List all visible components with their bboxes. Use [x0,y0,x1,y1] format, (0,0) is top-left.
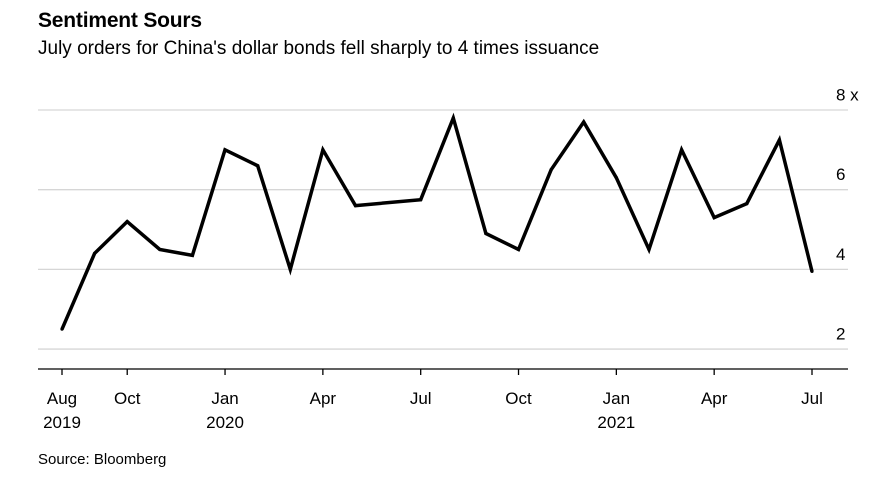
x-tick-label-2019-10: Oct [114,389,141,408]
data-point-2019-12 [190,253,195,258]
x-tick-label-2021-04: Apr [701,389,728,408]
x-tick-year-2021-01: 2021 [597,413,635,432]
series-line-orders [60,112,814,330]
data-point-2021-03 [679,148,684,152]
data-point-2019-09 [93,251,97,256]
data-point-2021-06 [777,138,781,142]
y-tick-label-2: 2 [836,325,845,344]
chart-title: Sentiment Sours [38,9,202,32]
y-tick-label-4: 4 [836,245,845,264]
data-point-2020-02 [256,164,260,168]
data-point-2021-07 [810,269,814,273]
x-tick-label-2020-07: Jul [410,389,432,408]
chart-subtitle: July orders for China's dollar bonds fel… [38,38,600,59]
data-point-2020-11 [549,168,553,172]
data-point-2020-10 [516,247,521,252]
data-point-2019-10 [125,219,129,224]
x-tick-label-2020-10: Oct [505,389,532,408]
y-tick-label-8: 8 x [836,85,859,104]
x-tick-year-2020-01: 2020 [206,413,244,432]
data-point-2020-08 [451,116,455,120]
x-tick-label-2019-08: Aug [47,389,77,408]
data-point-2021-01 [614,176,618,180]
x-tick-label-2021-07: Jul [801,389,823,408]
y-tick-label-6: 6 [836,165,845,184]
data-point-2020-12 [582,120,586,124]
data-point-2020-01 [223,148,227,152]
x-tick-label-2020-01: Jan [211,389,238,408]
data-point-2020-05 [353,204,358,208]
data-point-2021-04 [712,215,716,220]
data-point-2020-09 [484,231,488,236]
data-point-2019-11 [158,247,162,252]
data-point-2021-05 [745,202,749,206]
data-point-2020-03 [288,267,292,271]
data-point-2021-02 [647,247,651,252]
data-point-2020-04 [321,148,325,152]
x-tick-label-2021-01: Jan [603,389,630,408]
x-tick-label-2020-04: Apr [310,389,337,408]
data-point-2020-07 [419,198,423,202]
x-tick-year-2019-08: 2019 [43,413,81,432]
data-point-2019-08 [60,327,64,331]
source-note: Source: Bloomberg [38,451,167,468]
